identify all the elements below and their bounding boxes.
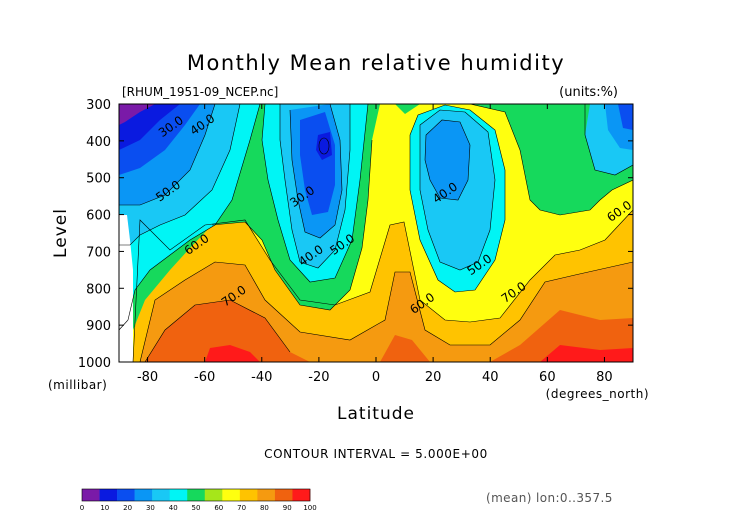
colorbar-label: 60 [214, 504, 223, 512]
colorbar-swatch [134, 489, 153, 501]
y-unit-label: (millibar) [48, 378, 107, 392]
colorbar: 0 10 20 30 40 50 60 70 80 90 100 [80, 488, 317, 512]
x-tick-label: 0 [372, 370, 380, 385]
x-tick-label: -40 [251, 370, 272, 385]
colorbar-swatch [204, 489, 223, 501]
y-tick-label: 300 [86, 98, 111, 113]
plot-area [119, 104, 633, 362]
chart-title: Monthly Mean relative humidity [187, 51, 565, 75]
y-tick-label: 700 [86, 245, 111, 260]
colorbar-swatch [169, 489, 188, 501]
x-tick-label: 40 [482, 370, 499, 385]
x-tick-label: -80 [137, 370, 158, 385]
x-tick-label: 20 [425, 370, 442, 385]
file-label: [RHUM_1951-09_NCEP.nc] [122, 85, 278, 99]
band-60-70 [119, 104, 633, 362]
colorbar-swatch [292, 489, 311, 501]
colorbar-label: 40 [169, 504, 178, 512]
colorbar-label: 80 [260, 504, 269, 512]
x-tick-label: 60 [539, 370, 556, 385]
band-95-100 [205, 345, 633, 362]
colorbar-swatch [239, 489, 258, 501]
colorbar-label: 70 [237, 504, 246, 512]
minimum-cell [318, 137, 330, 155]
colorbar-swatch [82, 489, 100, 501]
colorbar-swatch [257, 489, 276, 501]
units-label: (units:%) [559, 85, 618, 100]
band-90-95 [145, 300, 633, 362]
y-tick-label: 800 [86, 282, 111, 297]
mean-note: (mean) lon:0..357.5 [486, 491, 613, 505]
colorbar-label: 100 [303, 504, 316, 512]
y-tick-label: 900 [86, 319, 111, 334]
colorbar-label: 0 [80, 504, 84, 512]
colorbar-label: 50 [192, 504, 201, 512]
y-tick-label: 1000 [78, 356, 111, 371]
colorbar-label: 90 [283, 504, 292, 512]
y-axis-title: Level [51, 208, 71, 258]
contour-lines [119, 104, 633, 362]
y-tick-label: 400 [86, 135, 111, 150]
colorbar-swatch [99, 489, 118, 501]
colorbar-label: 30 [146, 504, 155, 512]
x-unit-label: (degrees_north) [546, 387, 649, 401]
colorbar-swatch [187, 489, 206, 501]
band-20-30 [119, 104, 633, 215]
band-0-10 [119, 104, 155, 125]
y-tick-label: 600 [86, 209, 111, 224]
x-tick-label: -20 [308, 370, 329, 385]
x-axis-title: Latitude [337, 404, 415, 424]
colorbar-swatch [274, 489, 293, 501]
x-axis: -80 -60 -40 -20 0 20 40 60 80 [137, 104, 613, 385]
colorbar-label: 10 [100, 504, 109, 512]
colorbar-label: 20 [123, 504, 132, 512]
y-axis: 300 400 500 600 700 800 900 1000 [78, 98, 633, 371]
contour-interval-label: CONTOUR INTERVAL = 5.000E+00 [264, 447, 488, 461]
x-tick-label: 80 [596, 370, 613, 385]
y-tick-label: 500 [86, 172, 111, 187]
colorbar-swatch [152, 489, 170, 501]
colorbar-frame [81, 488, 311, 502]
colorbar-swatch [117, 489, 135, 501]
x-tick-label: -60 [194, 370, 215, 385]
colorbar-swatch [222, 489, 241, 501]
